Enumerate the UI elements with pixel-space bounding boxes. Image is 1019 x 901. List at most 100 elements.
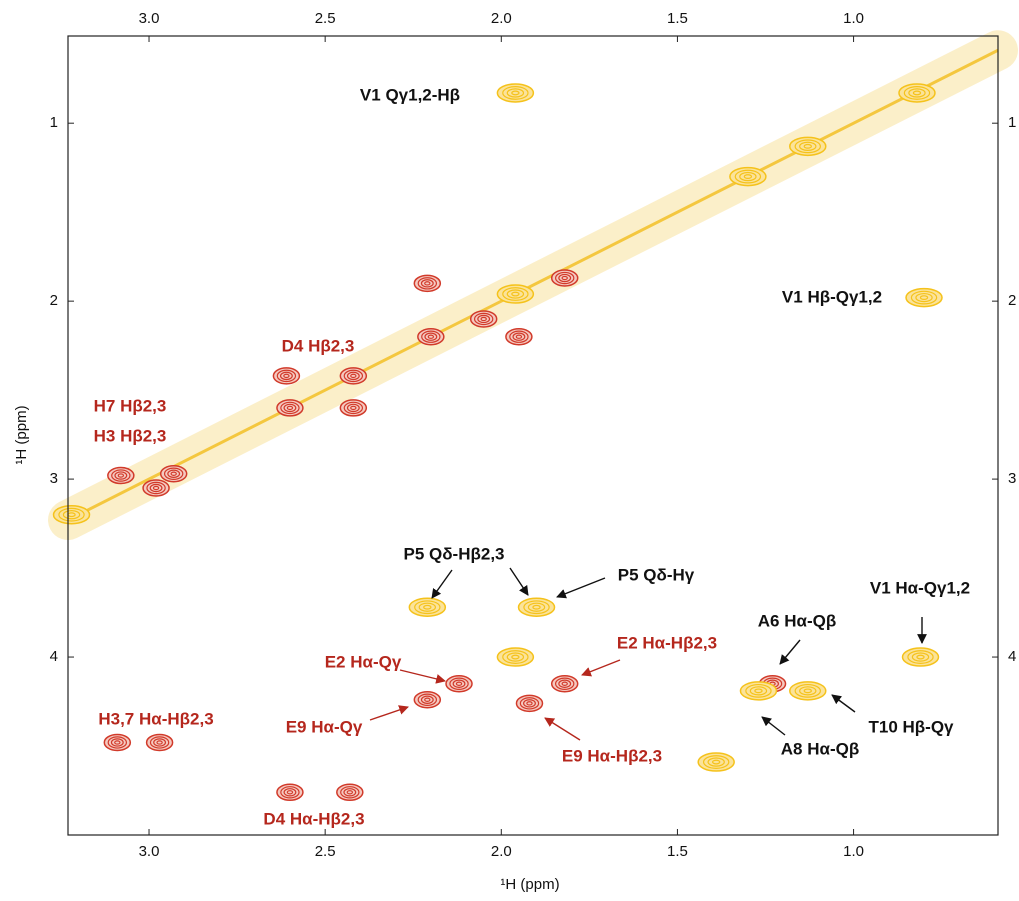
x-tick-label: 3.0: [139, 843, 160, 860]
contour: [424, 281, 431, 286]
annotation: P5 Qδ-Hγ: [618, 565, 695, 584]
contour: [803, 143, 812, 149]
contour: [561, 681, 568, 686]
diagonal: [67, 48, 999, 522]
contour: [506, 88, 525, 98]
annotation: E2 Hα-Hβ2,3: [617, 633, 717, 652]
contour: [910, 290, 938, 305]
contour: [152, 485, 160, 491]
contour: [511, 291, 520, 297]
contour: [794, 139, 821, 154]
contour: [523, 699, 536, 708]
contour: [153, 738, 167, 747]
x-tick-label: 1.5: [667, 10, 688, 27]
contour: [156, 740, 163, 745]
contour: [452, 679, 466, 688]
x-tick-label: 2.5: [315, 10, 336, 27]
contour: [506, 289, 525, 299]
annotation: T10 Hβ-Qγ: [868, 717, 954, 736]
contour: [346, 403, 360, 413]
x-tick-label: 1.0: [843, 843, 864, 860]
contour: [511, 90, 520, 96]
contour: [417, 277, 438, 290]
contour: [526, 701, 533, 706]
contour: [283, 788, 297, 797]
y-tick-label: 3: [50, 470, 58, 487]
x-tick-label: 2.0: [491, 10, 512, 27]
contour: [532, 604, 541, 610]
contour: [149, 483, 163, 493]
contour: [502, 650, 529, 664]
contour: [473, 312, 494, 326]
y-tick-label: 4: [1008, 648, 1016, 665]
contour: [555, 271, 575, 285]
arrow: [399, 669, 446, 684]
x-tick-label: 3.0: [139, 10, 160, 27]
contour: [511, 654, 520, 660]
contour: [555, 677, 575, 690]
contour: [907, 650, 934, 664]
contour: [908, 88, 926, 98]
contour: [509, 330, 529, 343]
x-tick-label: 1.5: [667, 843, 688, 860]
contour: [515, 334, 523, 339]
contour: [919, 295, 929, 300]
arrow: [831, 694, 856, 713]
contour: [110, 738, 124, 747]
contour: [707, 757, 725, 767]
contour: [283, 373, 290, 379]
y-tick-label: 2: [1008, 292, 1016, 309]
x-axis-label: ¹H (ppm): [500, 876, 559, 893]
contour: [794, 683, 821, 698]
contour: [58, 507, 85, 522]
annotation: P5 Qδ-Hβ2,3: [404, 544, 505, 563]
arrow: [431, 569, 453, 599]
contour: [911, 652, 930, 662]
contour: [739, 171, 757, 182]
contour: [502, 86, 529, 100]
contour: [502, 287, 529, 301]
contour: [286, 790, 294, 795]
annotation: H3,7 Hα-Hβ2,3: [98, 709, 213, 728]
contour: [455, 681, 463, 686]
contour: [417, 693, 438, 706]
annotation: D4 Hα-Hβ2,3: [263, 809, 364, 828]
contour: [561, 275, 568, 281]
annotation: V1 Qγ1,2-Hβ: [360, 85, 460, 104]
contour: [424, 332, 438, 341]
contour: [519, 697, 540, 710]
annotation: E2 Hα-Qγ: [325, 652, 402, 671]
contour: [745, 683, 772, 698]
contour: [280, 786, 300, 799]
contour: [343, 788, 357, 797]
annotation: V1 Hα-Qγ1,2: [870, 578, 970, 597]
contour: [427, 334, 435, 339]
contour: [350, 373, 357, 379]
y-tick-label: 1: [50, 114, 58, 131]
annotation: A8 Hα-Qβ: [781, 739, 859, 758]
contour: [149, 736, 170, 749]
contour: [170, 471, 177, 476]
x-tick-label: 2.5: [315, 843, 336, 860]
annotation: E9 Hα-Hβ2,3: [562, 746, 662, 765]
contour: [340, 786, 360, 799]
arrow: [544, 717, 581, 741]
arrow: [556, 577, 606, 599]
contour: [167, 469, 181, 478]
contour: [280, 401, 300, 415]
contour: [420, 695, 434, 704]
y-tick-label: 2: [50, 292, 58, 309]
contour: [754, 688, 763, 694]
contour: [799, 141, 817, 151]
contour: [916, 654, 925, 660]
contour: [346, 790, 354, 795]
contour: [276, 369, 297, 383]
y-axis-label: ¹H (ppm): [13, 405, 30, 464]
contour: [279, 371, 293, 381]
contour: [420, 279, 434, 288]
contour: [418, 602, 437, 612]
contour: [477, 314, 491, 324]
y-tick-label: 4: [50, 648, 58, 665]
arrow: [779, 639, 801, 665]
